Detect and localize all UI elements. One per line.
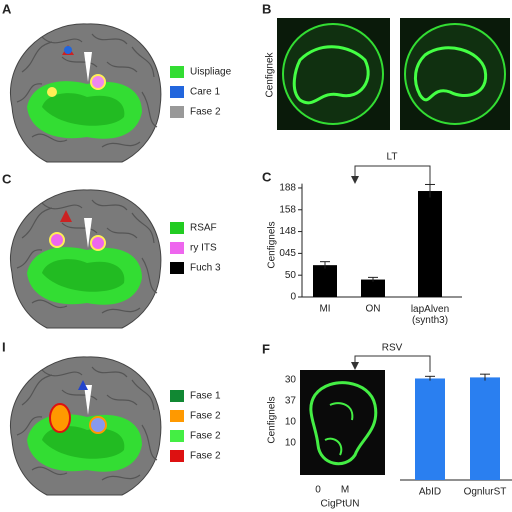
bar — [313, 265, 337, 297]
bar-chart: AbID OgnlurST — [400, 373, 512, 498]
legend-swatch — [170, 390, 184, 402]
legend-swatch — [170, 242, 184, 254]
spot — [90, 235, 106, 251]
bracket — [354, 165, 431, 184]
legend-swatch — [170, 66, 184, 78]
x-axis-label: CigPtUN — [321, 499, 360, 510]
y-tick-label: 158 — [279, 204, 296, 215]
panel-label: F — [262, 341, 270, 356]
y-tick-label: 148 — [279, 226, 296, 237]
bar — [361, 279, 385, 297]
y-tick-label: 188 — [279, 183, 296, 194]
legend-swatch — [170, 430, 184, 442]
brain-image — [9, 356, 162, 496]
y-tick-label: 50 — [285, 270, 297, 281]
legend-swatch — [170, 86, 184, 98]
spot — [64, 46, 72, 54]
bar-chart: 0 50 045 148 158 188 MI ON lapAlven (synth3) — [279, 183, 462, 326]
y-tick-label: 30 — [285, 375, 297, 386]
legend-swatch — [170, 106, 184, 118]
error-bar — [480, 373, 490, 381]
error-bar — [320, 261, 330, 269]
legend-swatch — [170, 262, 184, 274]
legend: Uispliage Care 1 Fase 2 — [170, 66, 232, 118]
brain-image — [9, 23, 162, 163]
panel-label: C — [262, 169, 272, 184]
legend-label: Care 1 — [190, 87, 220, 98]
error-bar — [425, 375, 435, 381]
legend-label: Fase 2 — [190, 107, 221, 118]
legend-swatch — [170, 450, 184, 462]
spot — [89, 416, 107, 434]
legend-label: Fuch 3 — [190, 263, 221, 274]
spot — [90, 74, 106, 90]
legend-label: RSAF — [190, 223, 217, 234]
spot — [49, 403, 71, 433]
x-tick-label: ON — [366, 304, 381, 315]
legend-label: Uispliage — [190, 67, 232, 78]
legend-label: Fase 2 — [190, 411, 221, 422]
scan-image — [400, 18, 510, 130]
annotation: RSV — [382, 343, 403, 354]
y-tick-label: 10 — [285, 438, 297, 449]
legend-swatch — [170, 222, 184, 234]
panel-label: B — [262, 1, 271, 16]
legend-label: Fase 1 — [190, 391, 221, 402]
x-tick-label: lapAlven (synth3) — [411, 304, 449, 326]
arrow-icon — [60, 210, 72, 222]
y-tick-label: 37 — [285, 396, 297, 407]
brain-image — [9, 189, 162, 329]
legend-label: Fase 2 — [190, 431, 221, 442]
panel-label: A — [2, 1, 12, 16]
annotation: LT — [387, 152, 398, 163]
y-axis-label: Cenfignek — [265, 51, 276, 97]
y-axis-label: Cenfignels — [267, 221, 278, 268]
x-tick-label: AbID — [419, 487, 441, 498]
bar — [418, 191, 442, 297]
bar — [415, 378, 445, 480]
error-bar — [368, 276, 378, 282]
panel-label: I — [2, 339, 6, 354]
x-tick-label: 0 — [315, 485, 321, 496]
panel-label: C — [2, 171, 12, 186]
error-bar — [425, 183, 435, 198]
y-tick-label: 10 — [285, 417, 297, 428]
x-tick-label: M — [341, 485, 349, 496]
legend-label: Fase 2 — [190, 451, 221, 462]
bracket — [354, 355, 431, 372]
arrowhead — [351, 176, 359, 184]
y-tick-label: 0 — [290, 292, 296, 303]
x-tick-label: OgnlurST — [464, 487, 507, 498]
legend: Fase 1 Fase 2 Fase 2 Fase 2 — [170, 390, 221, 462]
legend-label: ry ITS — [190, 243, 217, 254]
x-tick-label: MI — [319, 304, 330, 315]
y-tick-label: 045 — [279, 248, 296, 259]
arrow-icon — [78, 380, 88, 390]
scan-image — [277, 18, 390, 130]
image-axis: 30 37 10 10 0 M — [285, 375, 349, 496]
y-axis-label: Cenfignels — [267, 396, 278, 443]
bar — [470, 377, 500, 480]
scan-image — [300, 370, 385, 475]
spot — [47, 87, 57, 97]
legend: RSAF ry ITS Fuch 3 — [170, 222, 221, 274]
legend-swatch — [170, 410, 184, 422]
arrowhead — [351, 362, 359, 370]
spot — [49, 232, 65, 248]
